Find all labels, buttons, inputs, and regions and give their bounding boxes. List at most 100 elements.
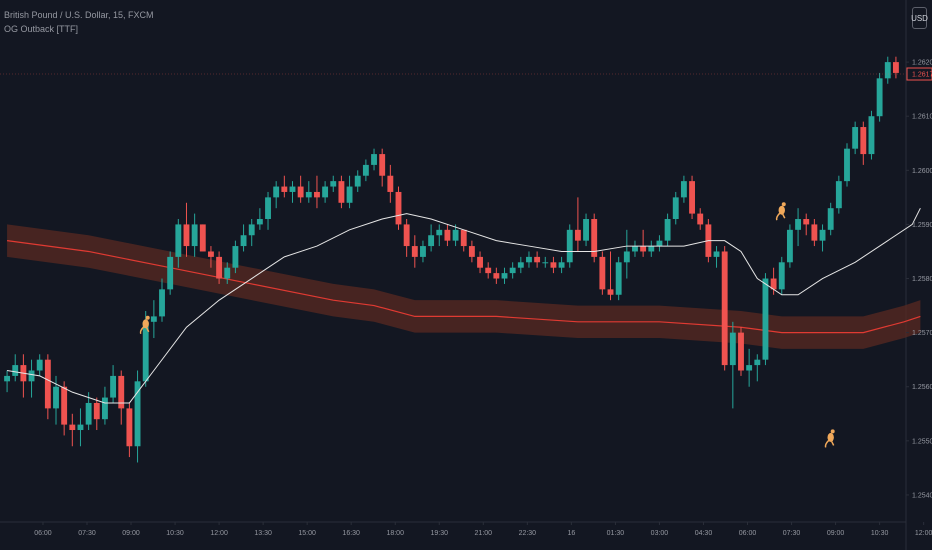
candle-body (420, 246, 426, 257)
candle-body (868, 116, 875, 155)
candle (623, 229, 630, 279)
candle (844, 143, 850, 187)
price-tick-label: 1.26000 (912, 168, 932, 175)
candle-body (623, 251, 630, 263)
candle (134, 370, 141, 463)
time-tick-label: 09:00 (827, 530, 845, 537)
candle (240, 224, 247, 252)
time-axis[interactable]: 06:00 07:30 09:00 10:30 12:00 13:30 15:00 16:30… (34, 522, 932, 537)
time-tick-label: 06:00 (34, 530, 52, 537)
candle (729, 321, 736, 409)
candle (632, 240, 638, 257)
candle (436, 224, 443, 247)
candle-body (379, 154, 386, 176)
candle-body (403, 224, 410, 247)
candle-body (574, 229, 581, 241)
candle-body (615, 262, 622, 295)
candle (297, 175, 304, 203)
candle-body (305, 191, 312, 198)
candle (110, 365, 117, 403)
kangaroo-tail (139, 326, 145, 335)
candle (770, 267, 777, 295)
candle (28, 359, 35, 398)
candle-body (273, 186, 280, 198)
candle (762, 273, 769, 366)
candle-body (860, 127, 867, 155)
currency-button[interactable]: USD (911, 7, 928, 29)
candle-body (583, 219, 589, 241)
candle-body (110, 375, 117, 398)
signals-layer (139, 202, 835, 448)
indicator-title[interactable]: OG Outback [TTF] (4, 24, 79, 34)
candle-body (762, 278, 769, 360)
candle-body (632, 246, 638, 252)
kangaroo-signal-icon (139, 315, 150, 335)
candle-body (199, 224, 206, 252)
candle (118, 370, 125, 425)
candle-body (558, 262, 565, 268)
candle-body (770, 278, 777, 290)
candle-body (159, 289, 165, 317)
candle-body (28, 370, 35, 382)
candle (183, 202, 190, 257)
candle (713, 246, 720, 268)
candle (403, 219, 410, 257)
candle-body (729, 332, 736, 366)
time-tick-label: 12:00 (915, 530, 932, 537)
kangaroo-signal-icon (824, 429, 835, 448)
candle (273, 181, 280, 209)
candle-body (501, 273, 508, 279)
price-tick-label: 1.26100 (912, 114, 932, 121)
candle (379, 148, 386, 187)
candle-body (664, 219, 671, 241)
candle (803, 213, 810, 236)
candle-body (835, 181, 842, 209)
candle (12, 354, 19, 382)
candle (827, 202, 834, 236)
candle (36, 354, 43, 376)
candle (452, 224, 459, 247)
candle-body (460, 229, 467, 247)
candle-body (142, 321, 149, 382)
candle-body (892, 62, 899, 73)
candle-body (216, 256, 223, 279)
candle-body (786, 229, 793, 263)
candle-body (680, 181, 687, 198)
candle-body (436, 229, 443, 236)
candle (868, 110, 875, 160)
candle-body (411, 246, 418, 257)
candle-body (338, 181, 345, 203)
candle (542, 256, 549, 268)
price-tick-label: 1.25400 (912, 492, 932, 499)
candle (746, 348, 753, 387)
symbol-title[interactable]: British Pound / U.S. Dollar, 15, FXCM (4, 10, 154, 20)
candle (411, 235, 418, 268)
candle (509, 262, 516, 279)
kangaroo-head (781, 202, 786, 207)
candle-body (517, 262, 524, 268)
candle (167, 251, 174, 295)
candle (61, 381, 68, 436)
candle (420, 240, 426, 263)
price-tick-label: 1.25800 (912, 276, 932, 283)
candle (721, 246, 728, 371)
candle (93, 397, 100, 431)
fast-ma-layer (6, 207, 921, 404)
price-tick-label: 1.25600 (912, 384, 932, 391)
price-tick-label: 1.25700 (912, 330, 932, 337)
candle-body (811, 224, 818, 241)
candle (208, 246, 214, 268)
candle-body (526, 256, 532, 263)
candles-layer (4, 56, 899, 463)
candle-body (746, 365, 753, 371)
candle-body (354, 175, 361, 187)
candle-body (167, 256, 174, 290)
candle (191, 213, 198, 257)
price-axis[interactable]: 1.25400 1.25500 1.25600 1.25700 1.25800 1.259… (906, 60, 932, 500)
time-tick-label: 10:30 (871, 530, 889, 537)
candle (126, 402, 133, 458)
candle (517, 256, 524, 274)
candle (159, 278, 165, 322)
candle-body (550, 262, 557, 268)
